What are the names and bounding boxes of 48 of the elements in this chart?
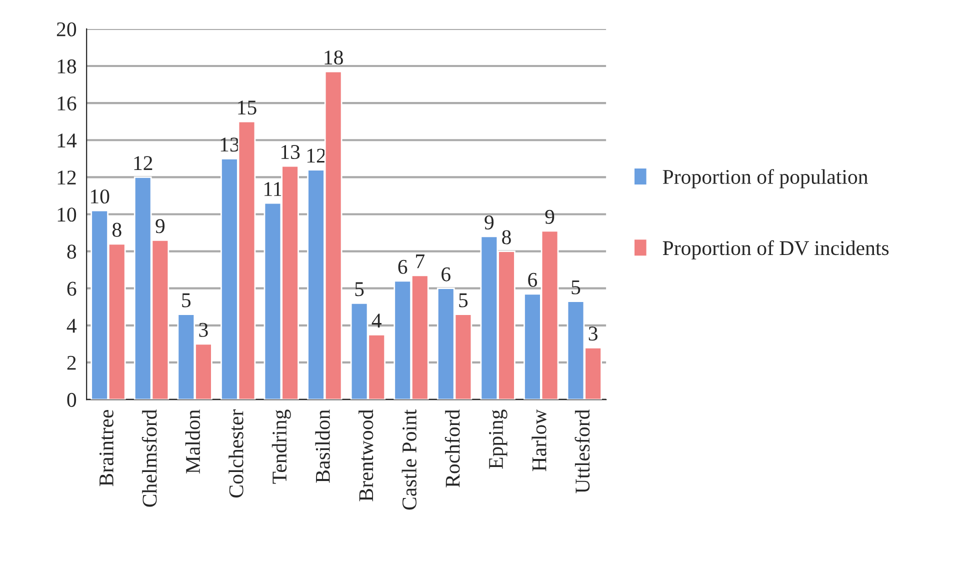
- y-tick-label: 18: [58, 59, 76, 74]
- data-label: 3: [199, 322, 208, 337]
- x-tick-label: Braintree: [99, 410, 114, 486]
- data-label: 7: [416, 254, 425, 268]
- y-tick-label: 6: [67, 282, 76, 296]
- x-tick-label: Castle Point: [402, 409, 416, 510]
- data-label: 4: [372, 314, 382, 328]
- x-tick-label: Brentwood: [358, 409, 374, 502]
- y-tick-label: 12: [58, 170, 76, 184]
- data-label: 5: [355, 282, 364, 296]
- data-label: 15: [238, 100, 256, 115]
- y-tick-label: 8: [67, 244, 76, 259]
- data-label: 6: [442, 267, 450, 282]
- data-label: 8: [112, 222, 122, 237]
- y-tick-label: 0: [67, 392, 76, 407]
- x-tick-label: Epping: [488, 410, 508, 469]
- data-label: 5: [572, 280, 580, 294]
- y-tick-label: 20: [56, 22, 76, 36]
- legend-label: Proportion of DV incidents: [662, 240, 889, 260]
- data-label: 10: [90, 189, 110, 204]
- data-label: 3: [588, 326, 598, 341]
- x-tick-label: Colchester: [228, 409, 244, 498]
- data-label: 6: [398, 260, 408, 274]
- data-label: 13: [281, 145, 300, 160]
- x-tick-label: Maldon: [185, 410, 200, 474]
- data-label: 11: [264, 182, 282, 196]
- legend-label: Proportion of population: [662, 169, 868, 188]
- data-label: 12: [134, 156, 152, 170]
- y-tick-label: 4: [66, 318, 77, 333]
- x-tick-label: Rochford: [444, 409, 460, 488]
- x-tick-label: Chelmsford: [142, 409, 157, 507]
- x-tick-label: Basildon: [315, 410, 330, 483]
- y-tick-label: 2: [67, 356, 76, 370]
- data-label: 5: [459, 293, 468, 308]
- data-label: 12: [307, 148, 326, 163]
- data-label: 9: [156, 219, 165, 234]
- x-tick-label: Tendring: [272, 410, 291, 484]
- data-label: 18: [324, 50, 343, 65]
- y-tick-label: 16: [58, 96, 76, 110]
- data-label: 9: [484, 215, 494, 230]
- data-label: 6: [528, 272, 538, 287]
- data-label: 8: [502, 230, 511, 244]
- y-tick-label: 14: [58, 134, 77, 148]
- x-tick-label: Harlow: [532, 409, 546, 472]
- data-label: 9: [545, 210, 554, 224]
- data-label: 5: [182, 293, 191, 308]
- y-tick-label: 10: [58, 208, 76, 222]
- x-tick-label: Uttlesford: [574, 409, 590, 494]
